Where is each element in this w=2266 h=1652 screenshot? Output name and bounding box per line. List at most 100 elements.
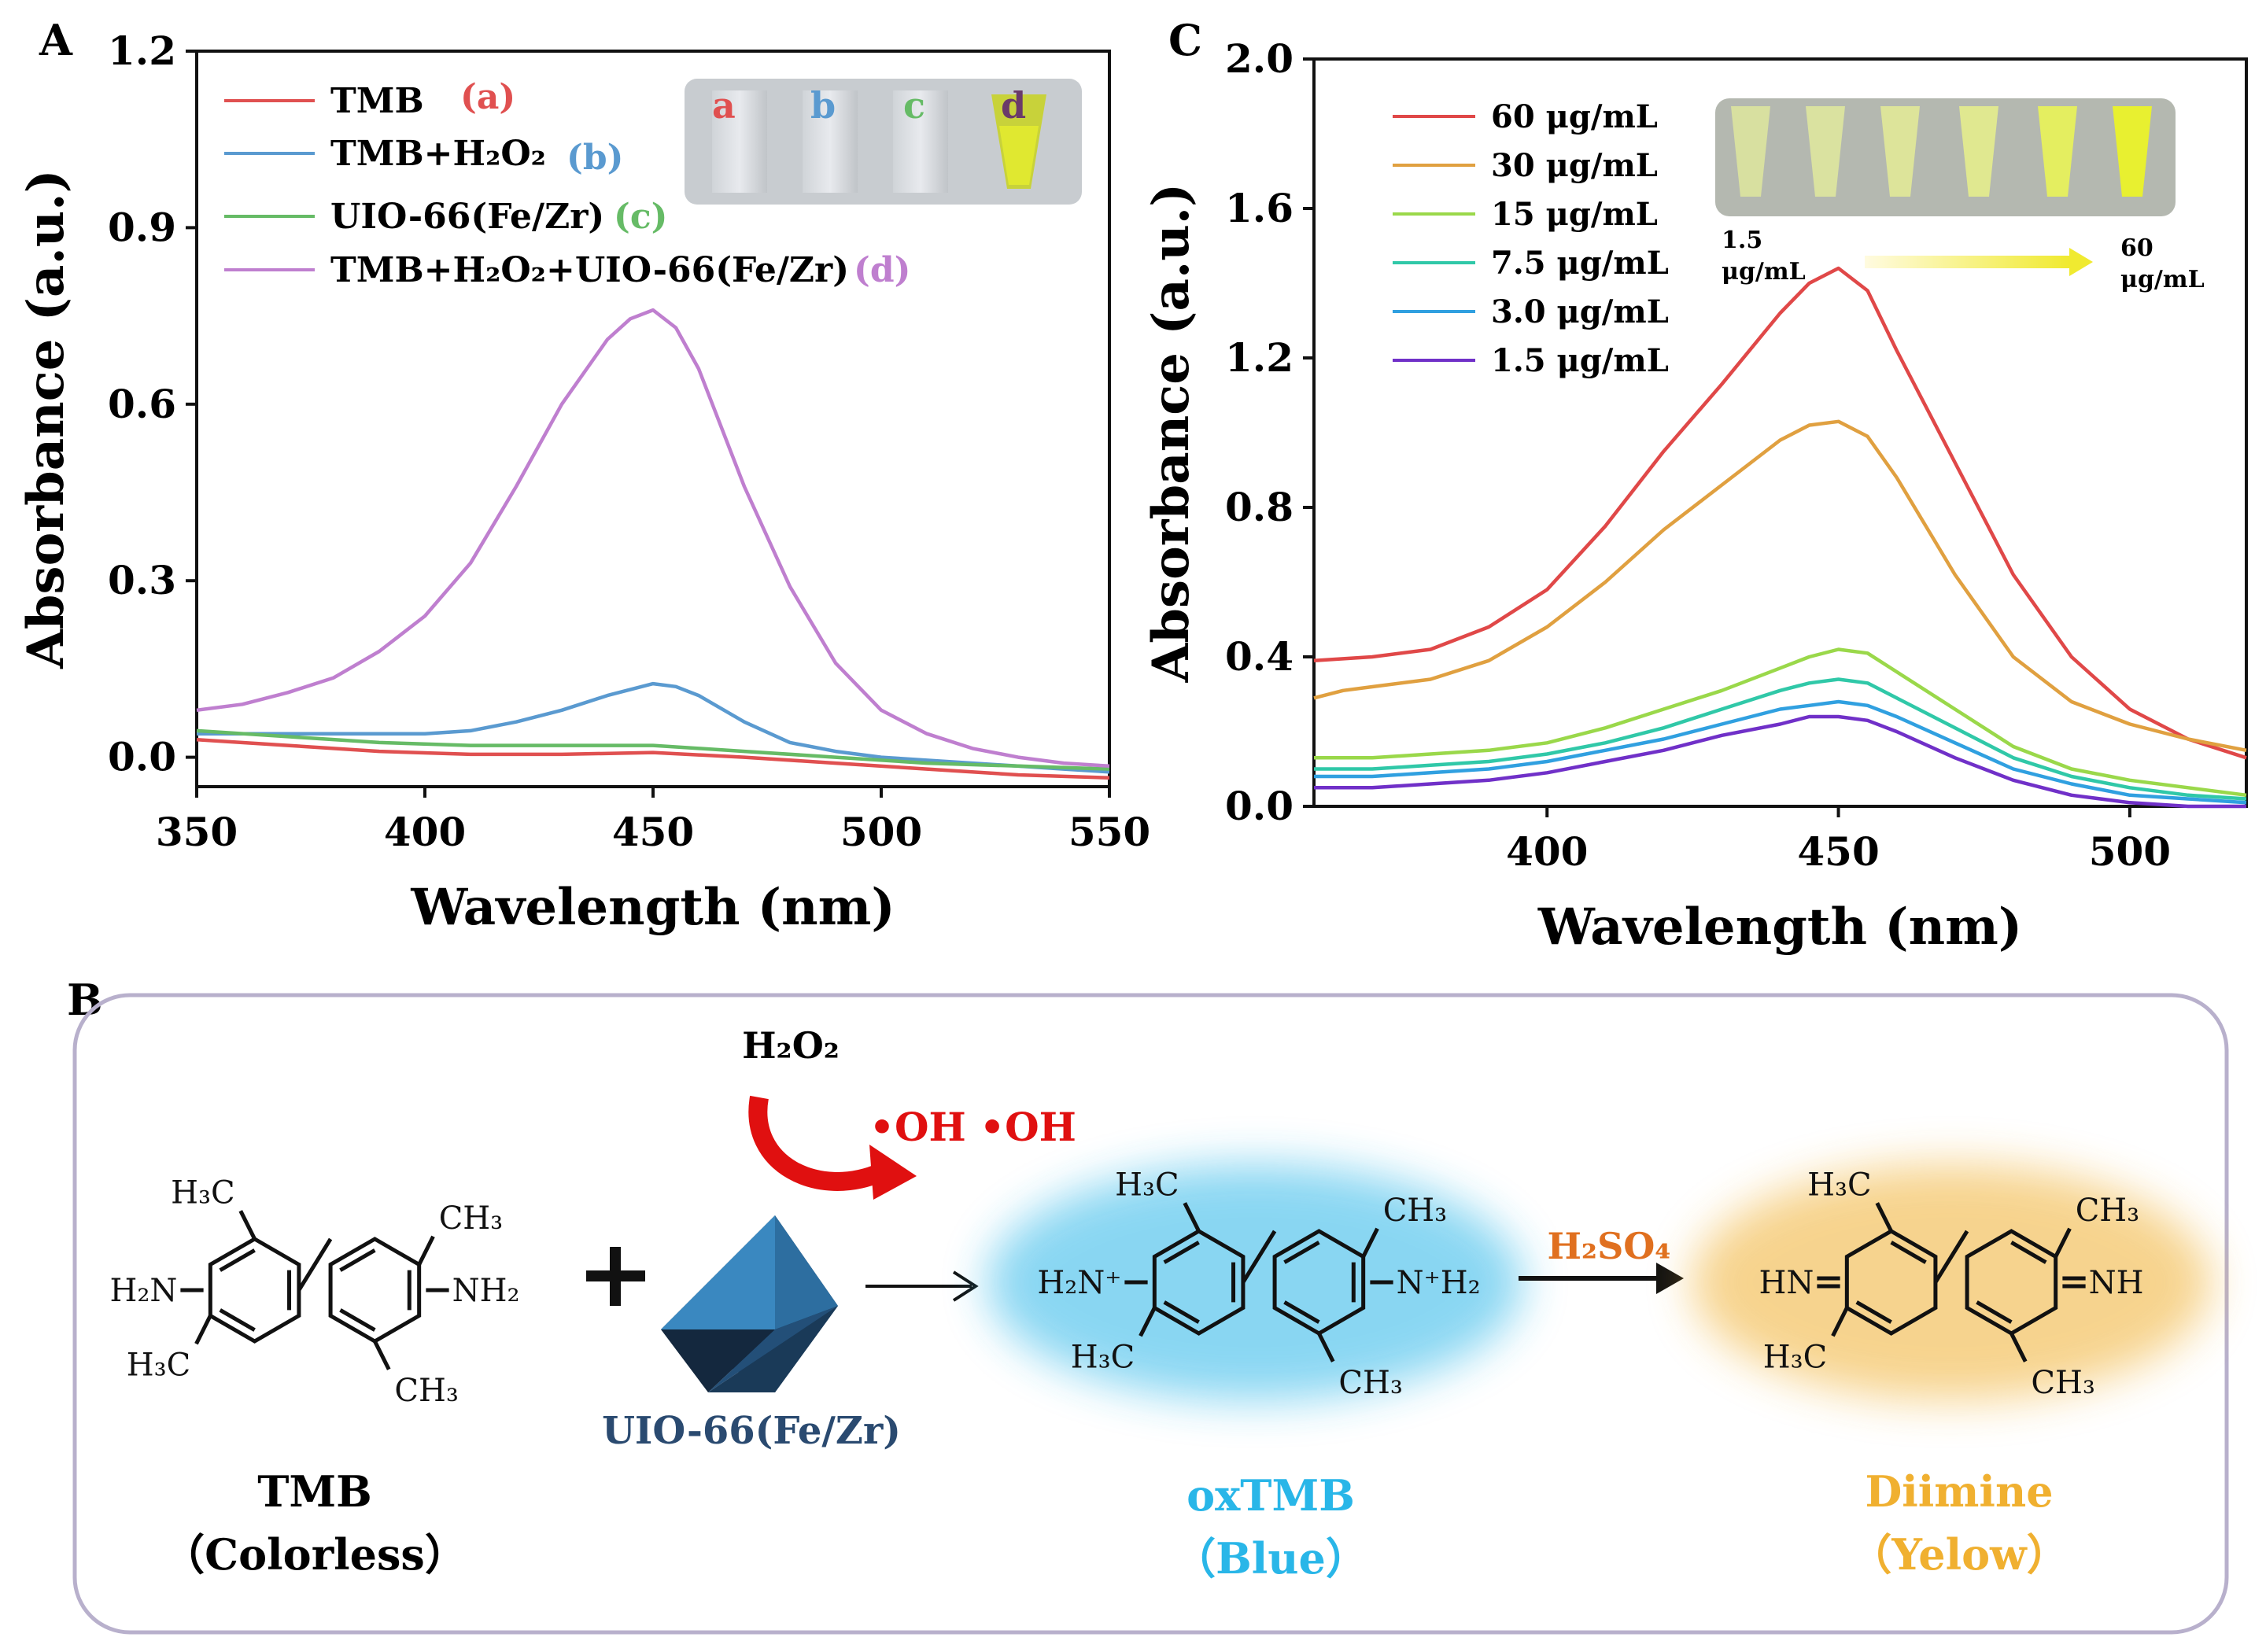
catalyst-label: UIO-66(Fe/Zr) <box>602 1409 901 1453</box>
inset-photo-c: 1.5 μg/mL 60 μg/mL <box>1715 98 2205 293</box>
svg-text:CH₃: CH₃ <box>2076 1193 2140 1229</box>
y-tick-label: 0.0 <box>108 734 176 780</box>
panel-label-a: A <box>39 15 73 65</box>
inset-label-a: a <box>712 84 736 127</box>
svg-text:H₂N⁺: H₂N⁺ <box>1037 1265 1121 1301</box>
inset-label-d: d <box>1001 84 1026 127</box>
octahedron-icon <box>661 1215 838 1392</box>
x-axis-title: Wavelength (nm) <box>410 878 895 937</box>
oxtmb-glow <box>987 1164 1522 1400</box>
svg-text:H₃C: H₃C <box>1115 1167 1179 1203</box>
chart-c: 400 450 500 0.0 0.4 0.8 1.2 1.6 2.0 Wavelength (n… <box>1142 35 2248 957</box>
acid-label: H₂SO₄ <box>1547 1225 1670 1267</box>
legend-a-uio: UIO-66(Fe/Zr) <box>330 197 604 237</box>
svg-text:H₃C: H₃C <box>1807 1167 1872 1203</box>
legend-c-3-0: 3.0 μg/mL <box>1491 293 1669 330</box>
red-arrowhead-icon <box>869 1145 917 1200</box>
y-tick-label: 1.6 <box>1225 185 1294 231</box>
svg-text:H₃C: H₃C <box>1071 1339 1135 1375</box>
inset-c-low-unit: μg/mL <box>1722 258 1806 286</box>
series-line-5 <box>1314 714 2246 809</box>
y-tick-label: 0.4 <box>1225 633 1294 680</box>
svg-text:CH₃: CH₃ <box>1338 1365 1403 1401</box>
y-tick-label: 0.6 <box>108 381 176 427</box>
legend-a-tmb-h2o2: TMB+H₂O₂ <box>330 134 546 174</box>
x-tick-label: 350 <box>156 809 238 855</box>
concentration-arrow <box>1865 256 2069 268</box>
diimine-glow <box>1692 1164 2211 1400</box>
series-line-3 <box>196 308 1110 769</box>
diimine-name: Diimine <box>1865 1466 2053 1517</box>
y-axis-title: Absorbance (a.u.) <box>17 169 76 669</box>
svg-text:H₃C: H₃C <box>171 1174 235 1211</box>
tmb-name: TMB <box>257 1466 372 1517</box>
x-tick-label: 500 <box>2089 828 2171 875</box>
inset-photo-a: a b c d <box>685 79 1082 205</box>
svg-text:N⁺H₂: N⁺H₂ <box>1397 1265 1481 1301</box>
legend-a-tag-d: (d) <box>854 250 910 290</box>
svg-text:CH₃: CH₃ <box>2031 1365 2095 1401</box>
x-axis-title: Wavelength (nm) <box>1537 898 2022 957</box>
legend-a-full: TMB+H₂O₂+UIO-66(Fe/Zr) <box>330 250 849 290</box>
oxidant-label: H₂O₂ <box>742 1024 840 1067</box>
inset-label-b: b <box>810 84 836 127</box>
reaction-arrow-1 <box>865 1270 979 1302</box>
oxtmb-molecule: H₃C H₃C CH₃ CH₃ H₂N⁺ N⁺H₂ <box>1037 1167 1480 1401</box>
tmb-molecule: H₃C H₃C CH₃ CH₃ H₂N NH₂ <box>109 1174 519 1409</box>
legend-a-tmb: TMB <box>330 81 424 121</box>
y-tick-label: 1.2 <box>108 28 176 74</box>
legend-c-15: 15 μg/mL <box>1491 196 1658 233</box>
series-line-0 <box>196 737 1110 780</box>
svg-text:H₃C: H₃C <box>127 1347 191 1383</box>
svg-text:H₂N: H₂N <box>109 1273 177 1309</box>
y-tick-label: 2.0 <box>1225 35 1294 82</box>
radicals-label: •OH •OH <box>869 1104 1076 1150</box>
oxtmb-note: （Blue） <box>1173 1533 1368 1584</box>
series-line-1 <box>1313 419 2247 753</box>
inset-c-low-value: 1.5 <box>1722 227 1762 254</box>
legend-a-tag-a: (a) <box>460 77 515 117</box>
y-tick-label: 0.9 <box>108 204 176 250</box>
legend-c-30: 30 μg/mL <box>1491 147 1658 184</box>
x-tick-label: 550 <box>1068 809 1150 855</box>
svg-text:CH₃: CH₃ <box>394 1373 459 1409</box>
oxtmb-name: oxTMB <box>1187 1470 1355 1521</box>
inset-c-high-unit: μg/mL <box>2120 266 2205 293</box>
plus-sign <box>586 1247 645 1306</box>
diimine-molecule: H₃C H₃C CH₃ CH₃ HN NH <box>1759 1167 2143 1401</box>
x-tick-label: 400 <box>384 809 466 855</box>
y-tick-label: 0.3 <box>108 557 176 603</box>
svg-text:CH₃: CH₃ <box>439 1200 504 1237</box>
svg-text:NH: NH <box>2089 1265 2144 1301</box>
series-line-0 <box>1313 266 2247 760</box>
svg-text:CH₃: CH₃ <box>1383 1193 1448 1229</box>
legend-a-tag-c: (c) <box>614 197 667 237</box>
x-tick-label: 450 <box>1797 828 1879 875</box>
chart-a: 350 400 450 500 550 0.0 0.3 0.6 0.9 1.2 Wavelength… <box>17 28 1150 937</box>
panel-label-c: C <box>1168 15 1202 65</box>
scheme-frame <box>72 993 2229 1635</box>
series-line-1 <box>197 681 1110 774</box>
series-line-3 <box>1314 677 2247 801</box>
series-line-4 <box>1314 699 2247 805</box>
red-curved-arrow-icon <box>748 1095 885 1191</box>
legend-a: TMB (a) TMB+H₂O₂ (b) UIO-66(Fe/Zr) (c) T… <box>224 77 910 290</box>
x-tick-label: 500 <box>840 809 922 855</box>
svg-text:HN: HN <box>1759 1265 1814 1301</box>
y-axis-title: Absorbance (a.u.) <box>1142 183 1201 684</box>
reaction-arrow-2 <box>1519 1263 1684 1294</box>
legend-c-1-5: 1.5 μg/mL <box>1491 342 1669 379</box>
x-tick-label: 400 <box>1506 828 1588 875</box>
svg-text:H₃C: H₃C <box>1763 1339 1828 1375</box>
svg-text:NH₂: NH₂ <box>452 1273 520 1309</box>
y-tick-label: 0.8 <box>1225 484 1294 530</box>
x-tick-label: 450 <box>612 809 694 855</box>
y-tick-label: 1.2 <box>1225 334 1294 381</box>
y-tick-label: 0.0 <box>1225 783 1294 829</box>
legend-c-7-5: 7.5 μg/mL <box>1491 245 1669 282</box>
inset-label-c: c <box>903 84 925 127</box>
tmb-note: （Colorless） <box>162 1529 467 1580</box>
legend-c: 60 μg/mL 30 μg/mL 15 μg/mL 7.5 μg/mL 3.0… <box>1393 98 1669 379</box>
inset-c-high-value: 60 <box>2120 234 2153 262</box>
